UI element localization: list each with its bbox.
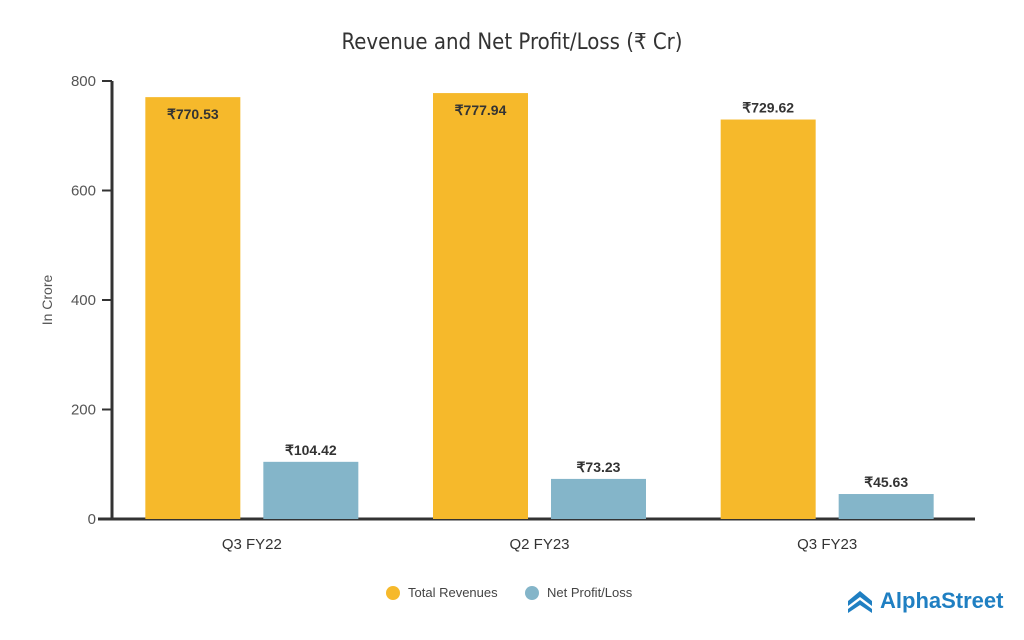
legend-swatch xyxy=(386,585,400,600)
data-label: ₹770.53 xyxy=(167,106,219,122)
data-label: ₹729.62 xyxy=(742,100,794,116)
logo-text: AlphaStreet xyxy=(880,588,1004,613)
x-tick-label: Q3 FY22 xyxy=(222,536,282,553)
bar-profit xyxy=(263,461,359,519)
x-tick-label: Q2 FY23 xyxy=(509,536,569,553)
x-tick-label: Q3 FY23 xyxy=(797,536,857,553)
legend-item-net-profit: Net Profit/Loss xyxy=(525,585,632,600)
y-tick-label: 200 xyxy=(71,402,96,419)
bar-revenue xyxy=(433,93,528,519)
legend-label: Total Revenues xyxy=(408,585,498,600)
bar-revenue xyxy=(720,119,816,519)
data-label: ₹777.94 xyxy=(455,102,507,118)
y-tick-label: 0 xyxy=(88,511,96,528)
chevron-up-logo-icon xyxy=(848,591,872,613)
y-tick-label: 800 xyxy=(71,73,96,90)
data-label: ₹73.23 xyxy=(577,459,621,475)
legend-label: Net Profit/Loss xyxy=(547,585,633,600)
data-label: ₹104.42 xyxy=(285,442,337,458)
chart-title: Revenue and Net Profit/Loss (₹ Cr) xyxy=(341,30,683,55)
bar-profit xyxy=(838,494,934,519)
bar-profit xyxy=(551,478,646,519)
y-tick-label: 400 xyxy=(71,292,96,309)
alphastreet-logo: AlphaStreet xyxy=(846,588,1003,614)
legend-swatch xyxy=(525,585,539,600)
data-label: ₹45.63 xyxy=(864,474,908,490)
bar-revenue xyxy=(145,97,241,519)
y-tick-label: 600 xyxy=(71,183,96,200)
legend-item-total-revenues: Total Revenues xyxy=(386,585,498,600)
y-axis-label: In Crore xyxy=(39,275,55,326)
